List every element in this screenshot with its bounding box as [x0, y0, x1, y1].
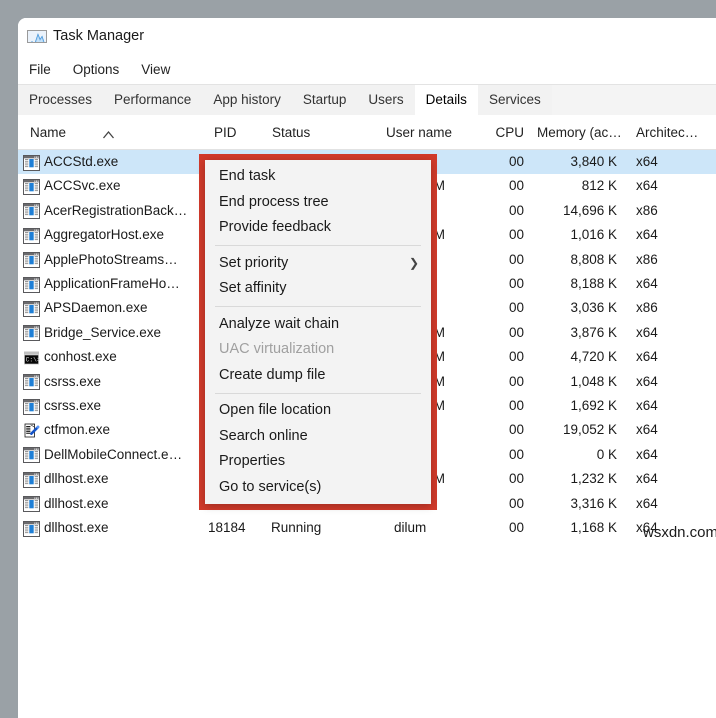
svg-text:C:\>_: C:\>_ — [26, 356, 40, 363]
